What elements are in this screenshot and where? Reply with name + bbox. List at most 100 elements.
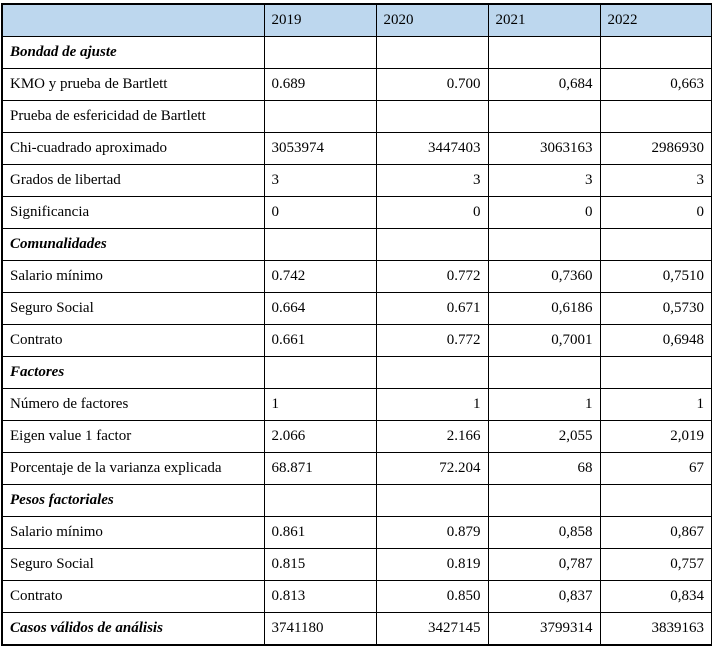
value-cell: 0,7360 bbox=[487, 260, 601, 293]
row-label: Seguro Social bbox=[1, 548, 265, 581]
value-cell: 67 bbox=[599, 452, 712, 485]
row-label: Contrato bbox=[1, 324, 265, 357]
table-row: KMO y prueba de Bartlett 0.689 0.700 0,684 0… bbox=[1, 68, 712, 101]
value-cell: 3053974 bbox=[263, 132, 377, 165]
value-cell: 0.664 bbox=[263, 292, 377, 325]
table-row: Contrato 0.813 0.850 0,837 0,834 bbox=[1, 580, 712, 613]
row-label: Bondad de ajuste bbox=[1, 36, 265, 69]
row-label: Chi-cuadrado aproximado bbox=[1, 132, 265, 165]
row-label: KMO y prueba de Bartlett bbox=[1, 68, 265, 101]
value-cell: 0,787 bbox=[487, 548, 601, 581]
table-row: Grados de libertad 3 3 3 3 bbox=[1, 164, 712, 197]
value-cell: 0.671 bbox=[375, 292, 489, 325]
header-cell-year: 2021 bbox=[487, 3, 601, 37]
value-cell: 0.772 bbox=[375, 260, 489, 293]
table-row: Número de factores 1 1 1 1 bbox=[1, 388, 712, 421]
table-row: Seguro Social 0.815 0.819 0,787 0,757 bbox=[1, 548, 712, 581]
value-cell: 3 bbox=[487, 164, 601, 197]
section-row: Pesos factoriales bbox=[1, 484, 712, 517]
header-row: 2019 2020 2021 2022 bbox=[1, 3, 712, 37]
value-cell bbox=[375, 36, 489, 69]
value-cell: 0,834 bbox=[599, 580, 712, 613]
row-label: Comunalidades bbox=[1, 228, 265, 261]
row-label: Factores bbox=[1, 356, 265, 389]
value-cell bbox=[599, 100, 712, 133]
row-label: Significancia bbox=[1, 196, 265, 229]
table-header: 2019 2020 2021 2022 bbox=[1, 3, 712, 37]
row-label: Salario mínimo bbox=[1, 260, 265, 293]
value-cell bbox=[487, 228, 601, 261]
value-cell: 0.861 bbox=[263, 516, 377, 549]
table-row: Significancia 0 0 0 0 bbox=[1, 196, 712, 229]
value-cell bbox=[263, 36, 377, 69]
value-cell: 3 bbox=[263, 164, 377, 197]
value-cell bbox=[487, 100, 601, 133]
row-label: Prueba de esfericidad de Bartlett bbox=[1, 100, 265, 133]
table-row: Salario mínimo 0.861 0.879 0,858 0,867 bbox=[1, 516, 712, 549]
table-body: Bondad de ajuste KMO y prueba de Bartlett… bbox=[1, 36, 712, 646]
header-cell-year: 2022 bbox=[599, 3, 712, 37]
row-label: Salario mínimo bbox=[1, 516, 265, 549]
value-cell: 0 bbox=[487, 196, 601, 229]
value-cell bbox=[599, 356, 712, 389]
value-cell bbox=[487, 356, 601, 389]
value-cell: 2,055 bbox=[487, 420, 601, 453]
value-cell: 0.772 bbox=[375, 324, 489, 357]
value-cell: 3 bbox=[375, 164, 489, 197]
value-cell: 0 bbox=[599, 196, 712, 229]
value-cell: 0,7001 bbox=[487, 324, 601, 357]
value-cell: 0.700 bbox=[375, 68, 489, 101]
header-cell-year: 2020 bbox=[375, 3, 489, 37]
value-cell: 0.742 bbox=[263, 260, 377, 293]
value-cell: 0.661 bbox=[263, 324, 377, 357]
value-cell: 0,757 bbox=[599, 548, 712, 581]
value-cell: 0 bbox=[375, 196, 489, 229]
value-cell: 3839163 bbox=[599, 612, 712, 646]
value-cell: 0.813 bbox=[263, 580, 377, 613]
row-label: Número de factores bbox=[1, 388, 265, 421]
value-cell: 2.066 bbox=[263, 420, 377, 453]
value-cell: 0,7510 bbox=[599, 260, 712, 293]
value-cell: 3427145 bbox=[375, 612, 489, 646]
value-cell bbox=[375, 228, 489, 261]
row-label: Porcentaje de la varianza explicada bbox=[1, 452, 265, 485]
row-label: Seguro Social bbox=[1, 292, 265, 325]
value-cell: 72.204 bbox=[375, 452, 489, 485]
value-cell bbox=[599, 228, 712, 261]
row-label: Contrato bbox=[1, 580, 265, 613]
value-cell bbox=[599, 36, 712, 69]
value-cell: 0.819 bbox=[375, 548, 489, 581]
table-row: Eigen value 1 factor 2.066 2.166 2,055 2,019 bbox=[1, 420, 712, 453]
table-row: Casos válidos de análisis 3741180 3427145 3… bbox=[1, 612, 712, 646]
value-cell bbox=[263, 484, 377, 517]
table-row: Contrato 0.661 0.772 0,7001 0,6948 bbox=[1, 324, 712, 357]
row-label: Casos válidos de análisis bbox=[1, 612, 265, 646]
value-cell: 0,684 bbox=[487, 68, 601, 101]
value-cell: 0,837 bbox=[487, 580, 601, 613]
value-cell: 0.689 bbox=[263, 68, 377, 101]
value-cell: 0.815 bbox=[263, 548, 377, 581]
section-row: Comunalidades bbox=[1, 228, 712, 261]
value-cell: 0,858 bbox=[487, 516, 601, 549]
table-row: Chi-cuadrado aproximado 3053974 3447403 306… bbox=[1, 132, 712, 165]
value-cell bbox=[375, 356, 489, 389]
value-cell: 1 bbox=[263, 388, 377, 421]
value-cell: 2.166 bbox=[375, 420, 489, 453]
row-label: Grados de libertad bbox=[1, 164, 265, 197]
row-label: Pesos factoriales bbox=[1, 484, 265, 517]
value-cell: 2,019 bbox=[599, 420, 712, 453]
header-cell-year: 2019 bbox=[263, 3, 377, 37]
section-row: Bondad de ajuste bbox=[1, 36, 712, 69]
value-cell: 0,867 bbox=[599, 516, 712, 549]
value-cell: 0 bbox=[263, 196, 377, 229]
value-cell bbox=[375, 484, 489, 517]
table-row: Porcentaje de la varianza explicada 68.87… bbox=[1, 452, 712, 485]
header-cell-empty bbox=[1, 3, 265, 37]
value-cell: 3 bbox=[599, 164, 712, 197]
value-cell bbox=[263, 356, 377, 389]
value-cell: 3741180 bbox=[263, 612, 377, 646]
value-cell: 1 bbox=[487, 388, 601, 421]
value-cell: 68 bbox=[487, 452, 601, 485]
table-row: Prueba de esfericidad de Bartlett bbox=[1, 100, 712, 133]
